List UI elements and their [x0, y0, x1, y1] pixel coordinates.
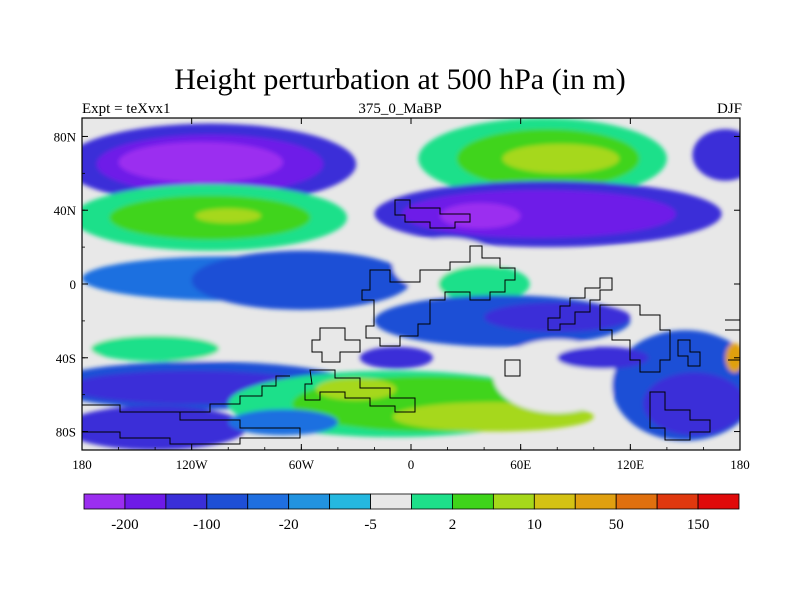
- colorbar-swatch: [533, 493, 576, 510]
- x-tick-label: 180: [72, 457, 92, 472]
- contour-region: [557, 346, 649, 369]
- colorbar-swatch: [411, 493, 453, 510]
- y-tick-label: 40N: [54, 203, 77, 218]
- x-tick-label: 120E: [617, 457, 645, 472]
- contour-region: [118, 141, 284, 183]
- y-tick-label: 40S: [56, 351, 76, 366]
- colorbar-swatch: [656, 493, 699, 510]
- contour-region: [438, 265, 530, 303]
- contour-region: [315, 378, 397, 401]
- landmass-outline: [82, 404, 301, 445]
- colorbar-swatch: [452, 493, 494, 510]
- colorbar-label: -100: [193, 517, 221, 533]
- colorbar-label: 2: [449, 517, 457, 533]
- colorbar-swatch: [83, 493, 126, 510]
- colorbar-label: -5: [364, 517, 377, 533]
- contour-region: [440, 202, 521, 229]
- colorbar-swatch: [492, 493, 535, 510]
- x-tick-label: 60E: [510, 457, 531, 472]
- x-tick-label: 120W: [176, 457, 209, 472]
- y-tick-label: 80N: [54, 129, 77, 144]
- colorbar-swatch: [247, 493, 290, 510]
- colorbar-swatch: [206, 493, 249, 510]
- colorbar-swatch: [574, 493, 617, 510]
- landmass-outline: [361, 245, 516, 347]
- landmass-outline: [725, 319, 740, 361]
- colorbar-swatch: [370, 493, 412, 510]
- landmass-outline: [394, 199, 471, 229]
- colorbar-swatch: [165, 493, 208, 510]
- y-tick-label: 0: [70, 277, 77, 292]
- chart-title: Height perturbation at 500 hPa (in m): [174, 63, 626, 96]
- y-axis: 80N 40N 0 40S 80S: [54, 129, 740, 440]
- contour-region: [91, 335, 220, 362]
- contour-field: [82, 118, 740, 450]
- colorbar-swatch: [124, 493, 167, 510]
- landmass-outline: [547, 277, 613, 331]
- landmass-outline: [180, 375, 290, 413]
- experiment-label: Expt = teXvx1: [82, 101, 171, 117]
- colorbar-swatch: [697, 493, 740, 510]
- colorbar-swatch: [615, 493, 658, 510]
- landmass-outline: [677, 339, 701, 367]
- colorbar-label: 150: [687, 517, 710, 533]
- colorbar: -200 -100 -20 -5 2 10 50 150: [83, 493, 740, 533]
- contour-region: [566, 247, 731, 284]
- x-tick-label: 180: [730, 457, 750, 472]
- landmass-outline: [649, 391, 711, 441]
- colorbar-label: 50: [609, 517, 624, 533]
- landmass-outline: [311, 327, 361, 363]
- colorbar-label: -20: [279, 517, 299, 533]
- contour-region: [228, 409, 338, 436]
- period-label: 375_0_MaBP: [358, 101, 442, 117]
- x-tick-label: 60W: [289, 457, 315, 472]
- contour-region: [643, 372, 740, 436]
- landmass-outline: [304, 369, 416, 413]
- contour-region: [692, 129, 740, 181]
- contour-region: [502, 143, 620, 174]
- x-axis: 180 120W 60W 0 60E 120E 180: [72, 118, 750, 472]
- field-contours: [82, 118, 740, 450]
- landmass-outline: [599, 304, 671, 373]
- colorbar-swatch: [288, 493, 331, 510]
- contour-region: [191, 250, 411, 310]
- y-tick-label: 80S: [56, 425, 76, 440]
- contour-region: [359, 346, 433, 369]
- colorbar-label: 10: [527, 517, 542, 533]
- contour-region: [195, 208, 262, 224]
- x-tick-label: 0: [408, 457, 415, 472]
- colorbar-label: -200: [111, 517, 139, 533]
- contour-region: [82, 405, 247, 450]
- season-label: DJF: [716, 101, 742, 117]
- contour-region: [725, 343, 740, 373]
- contour-region: [484, 302, 631, 332]
- landmass-outline: [504, 359, 521, 377]
- coastline-outlines: [82, 199, 740, 445]
- colorbar-swatch: [329, 493, 371, 510]
